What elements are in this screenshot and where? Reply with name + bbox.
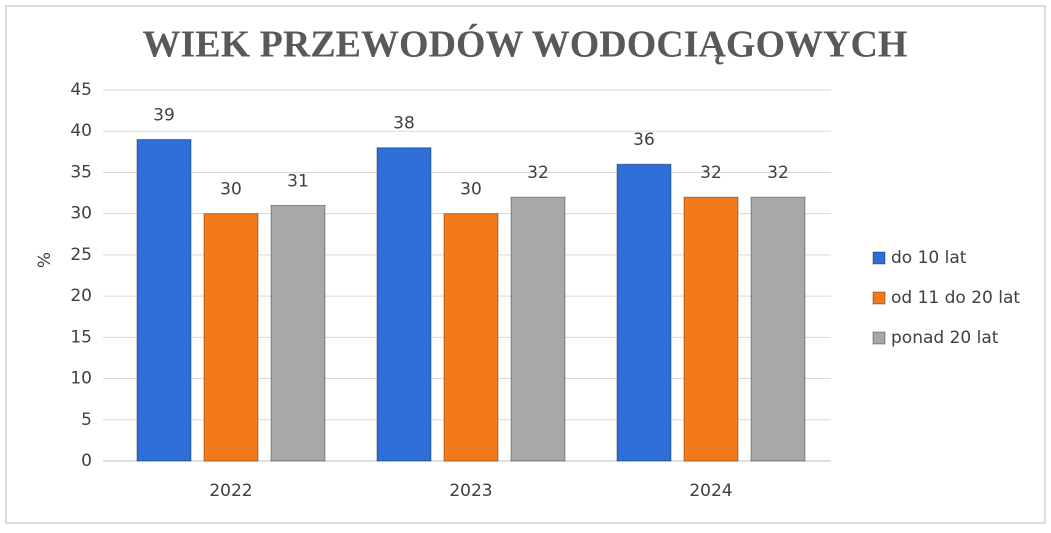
legend-label: ponad 20 lat: [891, 328, 999, 348]
data-label: 32: [767, 163, 789, 183]
legend-label: od 11 do 20 lat: [891, 288, 1020, 308]
data-label: 36: [633, 130, 655, 150]
legend-swatch: [872, 251, 886, 265]
x-tick-label: 2022: [209, 481, 252, 501]
data-label: 32: [527, 163, 549, 183]
data-label: 30: [460, 180, 482, 200]
y-tick-label: 25: [70, 245, 92, 265]
bar: [203, 213, 259, 462]
y-tick-label: 35: [70, 162, 92, 182]
bar: [270, 204, 326, 462]
data-label: 30: [220, 180, 242, 200]
bar: [510, 196, 566, 462]
legend-swatch: [872, 331, 886, 345]
x-tick-label: 2024: [689, 481, 732, 501]
data-label: 32: [700, 163, 722, 183]
data-label: 31: [287, 171, 309, 191]
bar: [136, 138, 192, 462]
x-tick-label: 2023: [449, 481, 492, 501]
y-tick-label: 0: [81, 451, 92, 471]
y-tick-label: 40: [70, 121, 92, 141]
data-label: 39: [153, 105, 175, 125]
y-tick-label: 30: [70, 204, 92, 224]
bar: [616, 163, 672, 462]
y-tick-label: 45: [70, 80, 92, 100]
bar: [750, 196, 806, 462]
data-label: 38: [393, 114, 415, 134]
bar: [376, 147, 432, 462]
y-tick-label: 10: [70, 369, 92, 389]
bar: [443, 213, 499, 462]
chart-title: WIEK PRZEWODÓW WODOCIĄGOWYCH: [142, 24, 907, 66]
y-tick-label: 20: [70, 286, 92, 306]
legend-swatch: [872, 291, 886, 305]
y-tick-label: 15: [70, 327, 92, 347]
bar: [683, 196, 739, 462]
y-axis-label: %: [35, 252, 55, 268]
legend-label: do 10 lat: [891, 248, 967, 268]
y-tick-label: 5: [81, 410, 92, 430]
